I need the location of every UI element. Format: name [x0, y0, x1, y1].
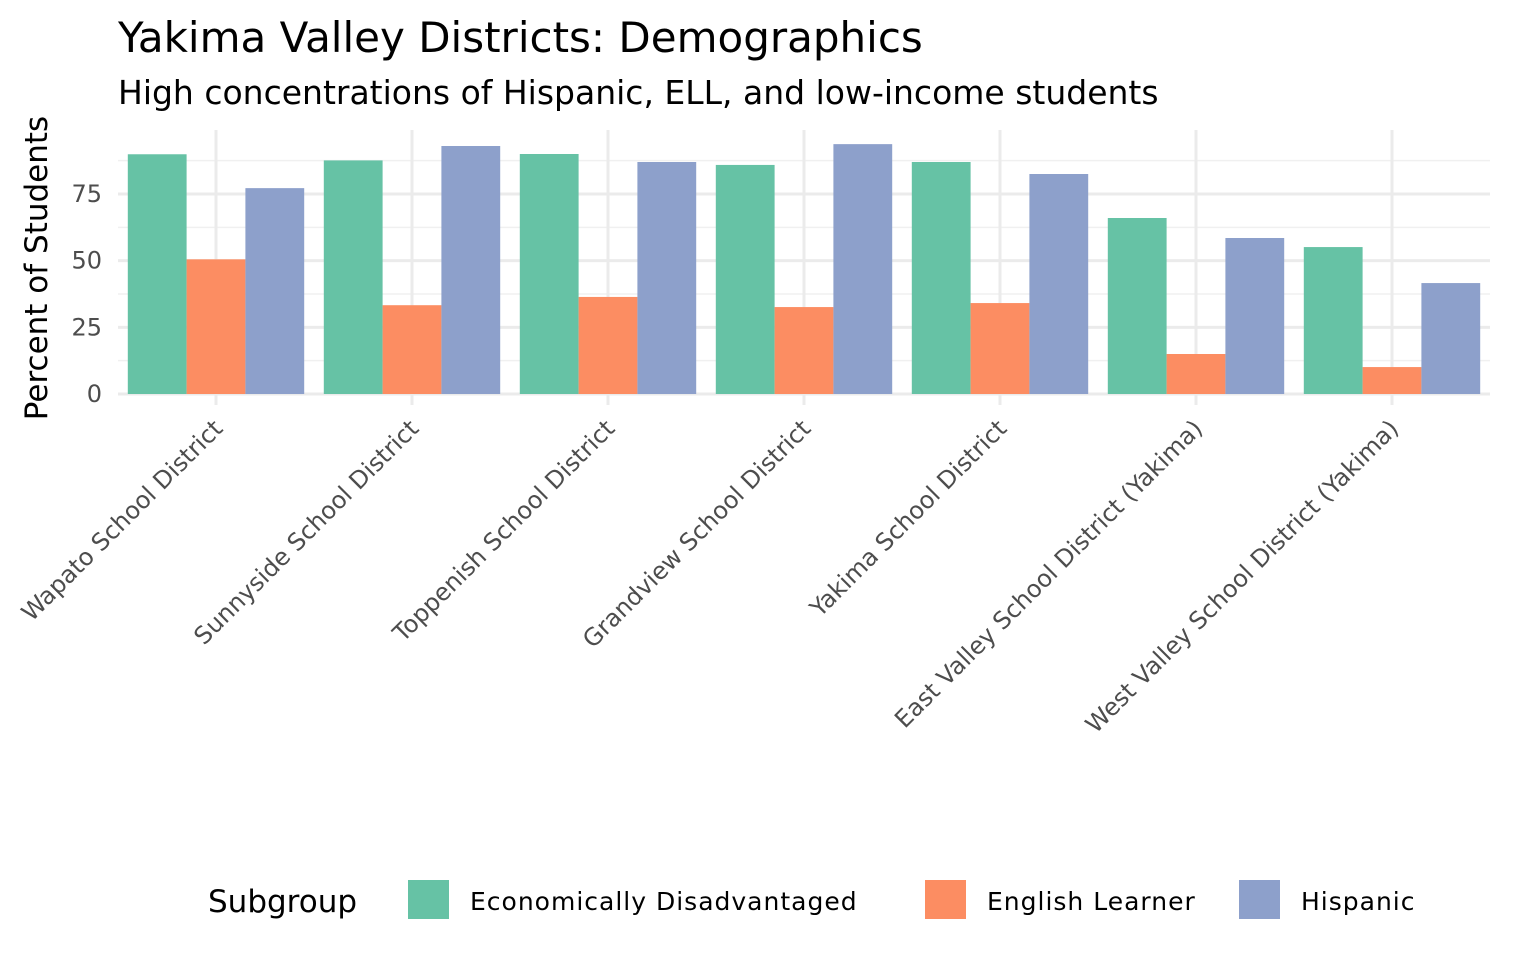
- bar-hispanic: [1421, 283, 1481, 394]
- bar-hispanic: [245, 188, 305, 394]
- bar-economically-disadvantaged: [715, 164, 775, 394]
- bar-hispanic: [833, 144, 893, 394]
- y-axis-label: Percent of Students: [19, 116, 55, 420]
- x-tick-label: Grandview School District: [577, 414, 816, 653]
- bar-english-learner: [382, 305, 442, 394]
- x-tick-label: Sunnyside School District: [188, 414, 424, 650]
- legend-label: Economically Disadvantaged: [470, 887, 858, 916]
- chart-title: Yakima Valley Districts: Demographics: [117, 13, 923, 62]
- bar-english-learner: [578, 296, 638, 394]
- bar-hispanic: [441, 146, 501, 394]
- legend-swatch: [408, 880, 449, 919]
- bar-economically-disadvantaged: [1107, 218, 1167, 394]
- x-tick-label: East Valley School District (Yakima): [889, 414, 1208, 733]
- bar-economically-disadvantaged: [127, 154, 187, 394]
- y-tick-label: 25: [71, 313, 102, 341]
- bar-economically-disadvantaged: [1303, 247, 1363, 394]
- legend-swatch: [1239, 880, 1280, 919]
- legend-title: Subgroup: [208, 884, 357, 920]
- bar-english-learner: [186, 259, 246, 394]
- x-tick-label: Wapato School District: [16, 414, 228, 626]
- bar-economically-disadvantaged: [519, 154, 579, 394]
- legend: Subgroup Economically Disadvantaged Engli…: [208, 880, 1416, 920]
- legend-label: English Learner: [987, 887, 1196, 916]
- legend-label: Hispanic: [1301, 887, 1416, 916]
- bar-economically-disadvantaged: [323, 160, 383, 394]
- bar-english-learner: [774, 307, 834, 394]
- x-tick-label: Toppenish School District: [387, 414, 621, 648]
- bar-hispanic: [1225, 238, 1285, 394]
- chart-subtitle: High concentrations of Hispanic, ELL, an…: [118, 73, 1159, 112]
- bar-english-learner: [1166, 354, 1226, 394]
- bar-english-learner: [970, 303, 1030, 394]
- y-tick-label: 50: [71, 247, 102, 275]
- x-tick-label: Yakima School District: [804, 414, 1012, 622]
- y-ticks: 0 25 50 75: [71, 180, 102, 408]
- bar-hispanic: [1029, 174, 1089, 394]
- y-tick-label: 75: [71, 180, 102, 208]
- x-tick-label: West Valley School District (Yakima): [1080, 414, 1404, 738]
- bar-economically-disadvantaged: [911, 162, 971, 394]
- legend-swatch: [925, 880, 966, 919]
- bar-english-learner: [1362, 367, 1422, 394]
- bar-hispanic: [637, 162, 697, 394]
- bars: [127, 144, 1481, 394]
- y-tick-label: 0: [87, 380, 102, 408]
